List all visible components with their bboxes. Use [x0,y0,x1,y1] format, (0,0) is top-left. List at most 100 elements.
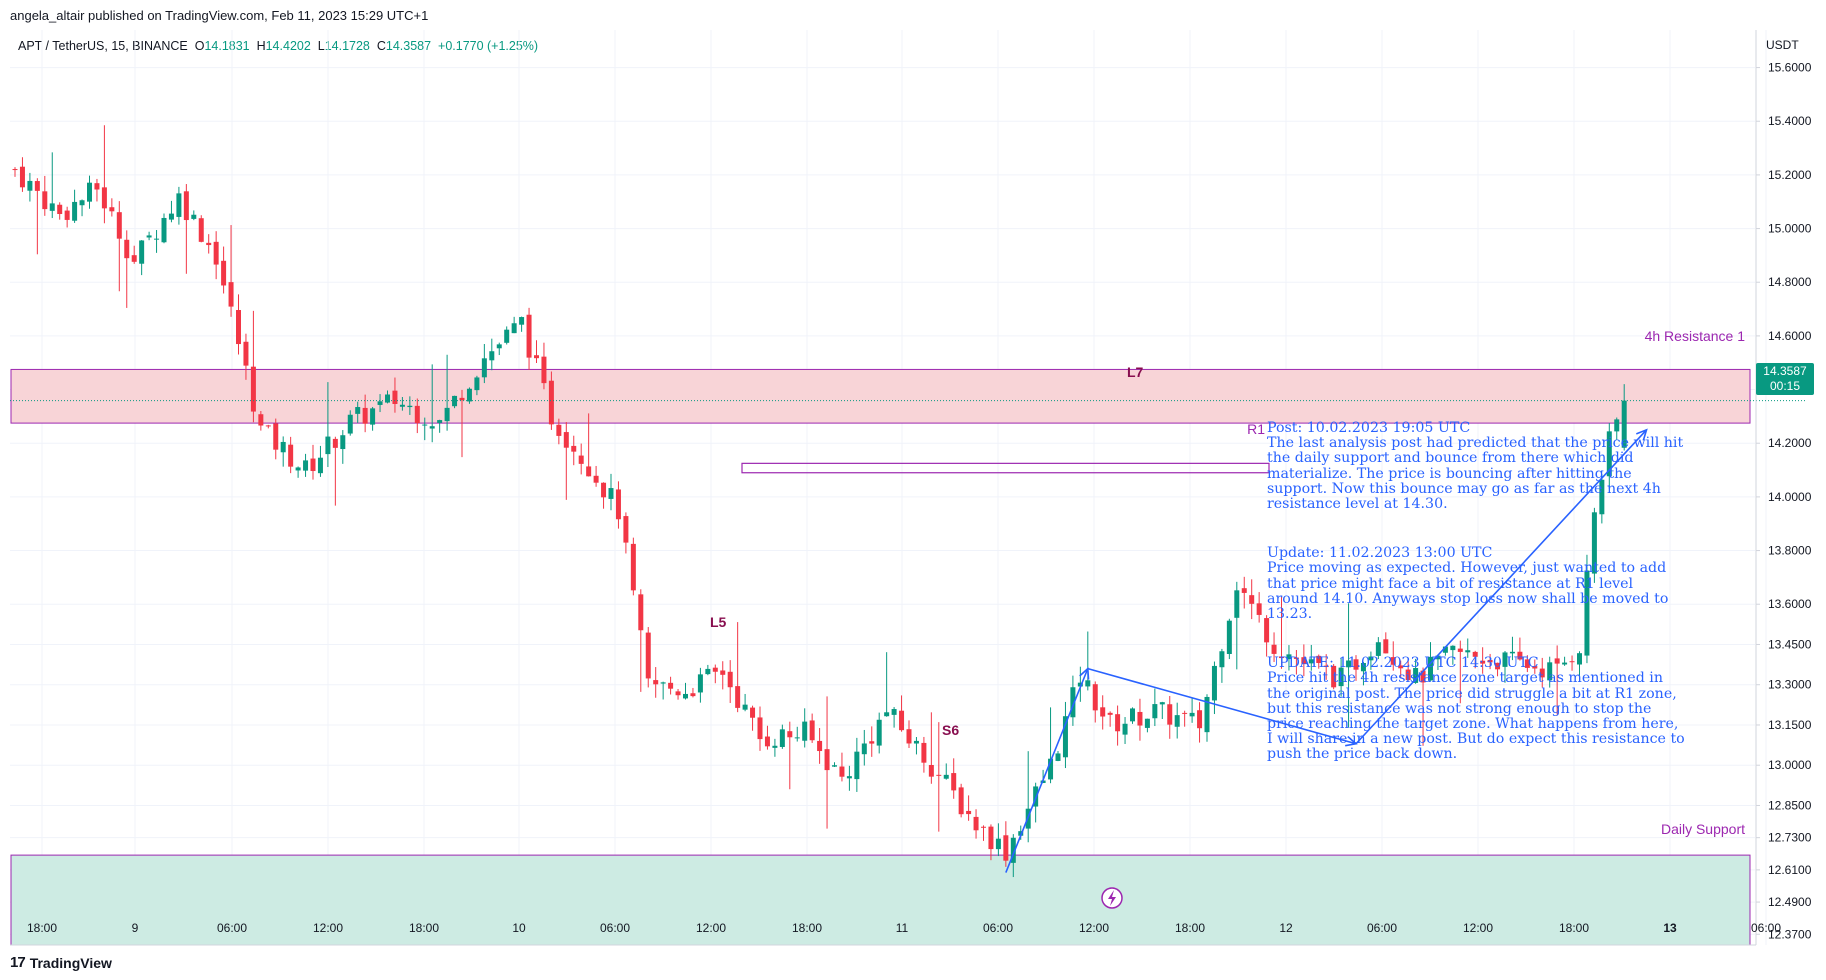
candle-up [370,408,376,425]
symbol-name[interactable]: APT / TetherUS, 15, BINANCE [18,39,188,53]
candle-down [526,314,532,358]
candle-down [19,166,25,188]
candle-down [869,741,875,744]
candle-down [109,207,115,212]
candle-down [921,742,927,763]
high-label: H [256,39,266,53]
candle-up [1591,512,1597,574]
candle-up [191,214,197,219]
candle-down [973,816,979,831]
candle-up [1204,696,1210,733]
price-tick-label: 14.6000 [1768,329,1812,343]
price-tick-label: 12.3700 [1768,927,1812,941]
candle-down [94,183,100,190]
candle-down [1264,618,1270,643]
candle-up [1152,704,1158,719]
candle-down [593,475,599,483]
time-tick-label: 18:00 [1559,921,1589,935]
post-paragraph-2: Update: 11.02.2023 13:00 UTC Price movin… [1267,545,1669,623]
candle-down [1256,603,1262,615]
candle-up [168,213,174,220]
candle-up [154,238,160,240]
candle-up [742,704,748,710]
candle-up [1450,645,1456,651]
candle-up [891,709,897,715]
candle-down [392,390,398,404]
candle-up [303,460,309,471]
candle-up [1547,662,1553,681]
candle-down [34,181,40,191]
candle-down [1331,665,1337,688]
support-zone-label: Daily Support [1661,821,1745,837]
candle-down [221,260,227,286]
candle-up [854,751,860,780]
time-tick-label: 06:00 [983,921,1013,935]
price-tick-label: 14.2000 [1768,436,1812,450]
tradingview-logo[interactable]: 17 TradingView [10,954,112,971]
candle-down [928,764,934,777]
candle-up [846,776,852,779]
price-tick-label: 13.8000 [1768,544,1812,558]
candle-down [1115,714,1121,732]
candle-up [1308,659,1314,664]
candle-down [899,710,905,731]
candle-down [750,707,756,718]
candle-down [966,810,972,815]
candle-down [601,482,607,498]
candle-up [832,765,837,767]
candle-down [1532,666,1538,669]
candle-up [1509,651,1515,654]
candle-up [1211,665,1217,701]
resistance-zone-label: 4h Resistance 1 [1645,328,1746,344]
change-value: +0.1770 (+1.25%) [438,39,539,53]
candle-down [265,425,271,427]
candle-up [705,668,711,675]
candle-up [1077,682,1083,687]
candle-up [913,740,919,744]
candle-up [1614,419,1620,432]
candle-down [1100,707,1106,717]
candle-down [623,516,629,543]
candle-down [981,826,986,828]
candle-down [1487,659,1493,663]
candle-down [116,212,122,239]
open-label: O [194,39,205,53]
candle-down [1457,648,1463,652]
candle-down [668,682,674,689]
price-tick-label: 15.2000 [1768,168,1812,182]
candle-down [757,717,763,740]
candle-down [1495,662,1501,670]
candle-up [995,838,1001,850]
candle-up [1189,712,1195,717]
candle-up [876,719,882,746]
post-paragraph-1: Post: 10.02.2023 19:05 UTC The last anal… [1267,420,1684,513]
candle-down [936,774,942,776]
candle-down [563,432,569,448]
candle-down [1271,644,1277,654]
bar-countdown: 00:15 [1769,379,1801,393]
time-tick-label: 12:00 [313,921,343,935]
candle-up [27,180,33,191]
candle-up [1070,687,1076,718]
candle-up [1085,680,1091,687]
candle-down [906,729,912,744]
candle-down [310,458,316,472]
candle-down [578,455,584,464]
candle-down [534,355,539,359]
price-tick-label: 13.4500 [1768,637,1812,651]
candle-down [1480,660,1486,664]
time-tick-label: 18:00 [27,921,57,935]
current-price-value: 14.3587 [1763,364,1807,378]
time-tick-label: 18:00 [409,921,439,935]
candle-up [794,737,800,739]
candle-up [1465,650,1471,653]
candle-down [1279,656,1284,659]
candle-down [988,826,994,850]
candle-down [571,445,577,452]
candle-down [1405,669,1411,681]
candle-up [884,712,890,717]
candle-up [1368,656,1374,661]
candle-down [101,187,107,209]
low-value: 14.1728 [324,39,370,53]
